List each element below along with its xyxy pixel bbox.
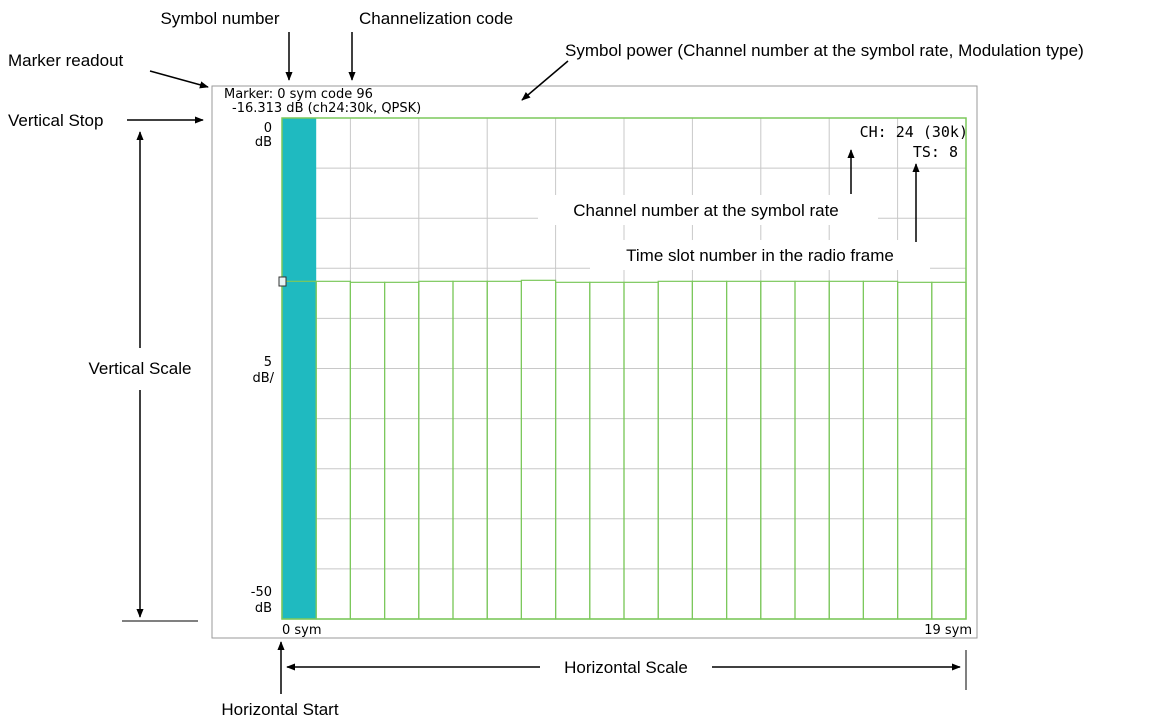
horizontal-start-callout: Horizontal Start <box>221 700 338 719</box>
y-top-value: 0 <box>264 121 272 136</box>
marker-readout-line2: -16.313 dB (ch24:30k, QPSK) <box>232 101 421 116</box>
marker-indicator <box>278 276 287 287</box>
time-slot-callout: Time slot number in the radio frame <box>626 246 894 265</box>
channel-number-callout: Channel number at the symbol rate <box>573 201 839 220</box>
y-top-unit: dB <box>255 135 272 150</box>
symbol-power-arrow <box>521 60 569 101</box>
x-end-label: 19 sym <box>924 623 972 638</box>
symbol-number-callout: Symbol number <box>160 9 279 28</box>
plot-border <box>281 117 967 620</box>
marker-readout-line1: Marker: 0 sym code 96 <box>224 87 373 102</box>
marker-readout-callout: Marker readout <box>8 51 124 70</box>
screen-frame <box>211 85 978 639</box>
y-scale-unit: dB/ <box>252 371 274 386</box>
marker-readout-arrow <box>149 70 209 89</box>
channelization-code-callout: Channelization code <box>359 9 513 28</box>
timeslot-callout-bg <box>590 240 930 270</box>
channel-callout-bg <box>538 195 878 225</box>
x-start-label: 0 sym <box>282 623 322 638</box>
y-bottom-value: -50 <box>251 585 272 600</box>
y-scale-value: 5 <box>264 355 272 370</box>
time-slot-label: TS: 8 <box>913 143 958 161</box>
y-bottom-unit: dB <box>255 601 272 616</box>
vertical-scale-callout: Vertical Scale <box>89 359 192 378</box>
channel-label: CH: 24 (30k) <box>860 123 968 141</box>
marked-symbol-fill <box>282 118 317 619</box>
vertical-stop-callout: Vertical Stop <box>8 111 103 130</box>
horizontal-scale-callout: Horizontal Scale <box>564 658 688 677</box>
symbol-power-callout: Symbol power (Channel number at the symb… <box>565 41 1084 60</box>
